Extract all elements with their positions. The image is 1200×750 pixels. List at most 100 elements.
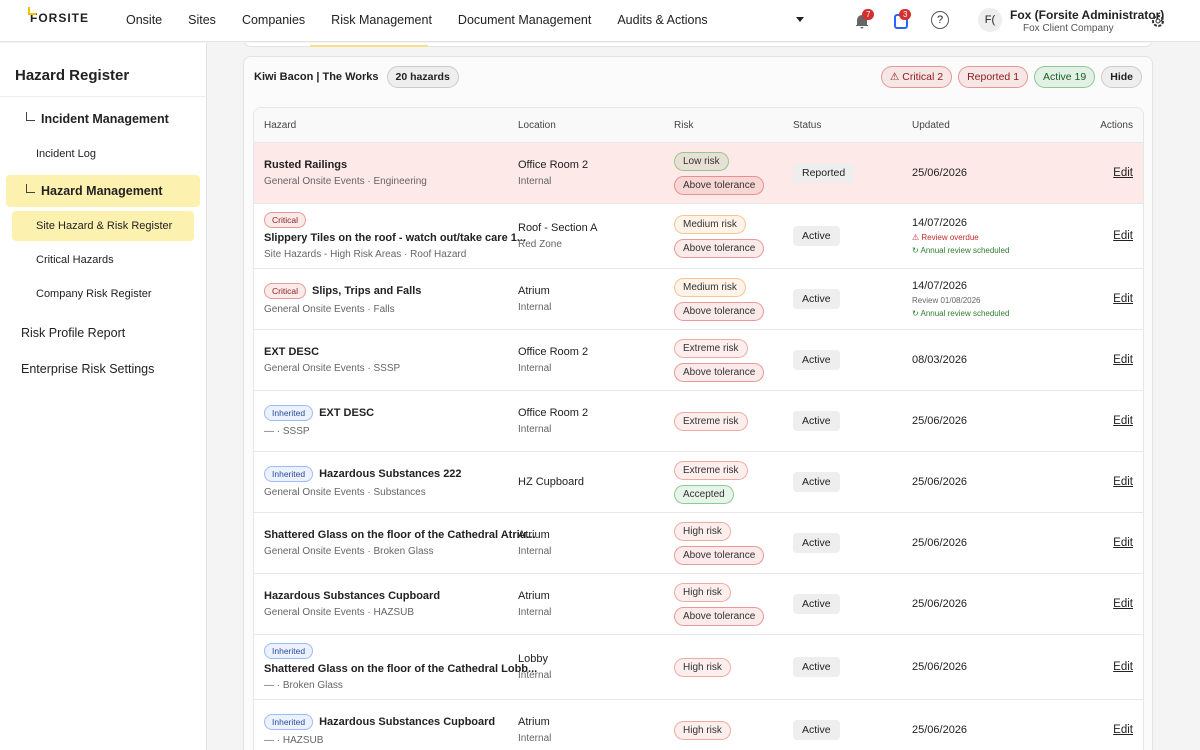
updated-date: 25/06/2026 [912, 661, 968, 673]
location: Office Room 2 [518, 159, 589, 171]
edit-link[interactable]: Edit [1113, 230, 1133, 242]
updated-cell: 25/06/2026 [912, 661, 1063, 673]
task-badge: 3 [899, 9, 912, 20]
dropdown-icon[interactable] [795, 16, 805, 24]
sidebar-link[interactable]: Risk Profile Report [21, 326, 126, 340]
hazard-name: EXT DESC [319, 407, 375, 419]
sidebar-item[interactable]: Site Hazard & Risk Register [12, 211, 194, 241]
hazard-title: Critical Slippery Tiles on the roof - wat… [264, 212, 526, 244]
sidebar-item[interactable]: Incident Log [36, 148, 96, 160]
updated-cell: 25/06/2026 [912, 167, 1063, 179]
risk-cell: Medium risk Above tolerance [674, 277, 793, 321]
risk-cell: High risk Above tolerance [674, 521, 793, 565]
location-cell: Office Room 2 Internal [518, 407, 674, 435]
logo[interactable]: FORSITE [27, 7, 90, 25]
edit-link[interactable]: Edit [1113, 354, 1133, 366]
hide-button[interactable]: Hide [1101, 66, 1142, 88]
hazard-row: Critical Slippery Tiles on the roof - wat… [254, 204, 1143, 269]
edit-link[interactable]: Edit [1113, 167, 1133, 179]
status-pill: Active [793, 350, 840, 370]
hazard-title: Rusted Railings [264, 159, 518, 171]
hazard-title: Shattered Glass on the floor of the Cath… [264, 529, 536, 541]
edit-link[interactable]: Edit [1113, 537, 1133, 549]
avatar[interactable]: F( [978, 8, 1002, 32]
hazard-name: Shattered Glass on the floor of the Cath… [264, 663, 538, 675]
edit-link[interactable]: Edit [1113, 598, 1133, 610]
site-name: Kiwi Bacon | The Works [254, 71, 379, 83]
risk-pill: Above tolerance [674, 362, 765, 382]
sidebar-link[interactable]: Enterprise Risk Settings [21, 362, 155, 376]
hazard-category: General Onsite Events · SSSP [264, 363, 401, 374]
hazard-tag: Critical [264, 283, 306, 299]
updated-date: 14/07/2026 [912, 280, 968, 292]
location: Lobby [518, 653, 548, 665]
risk-pill: High risk [674, 657, 731, 677]
risk-cell: Medium risk Above tolerance [674, 214, 793, 258]
hazard-row: Rusted Railings General Onsite Events · E… [254, 143, 1143, 204]
hazard-row: Critical Slips, Trips and Falls General On… [254, 269, 1143, 330]
location-zone: Internal [518, 363, 552, 374]
sidebar-item[interactable]: Company Risk Register [36, 288, 152, 300]
hazard-row: Shattered Glass on the floor of the Cath… [254, 513, 1143, 574]
notification-badge: 7 [862, 9, 875, 20]
risk-cell: Low risk Above tolerance [674, 151, 793, 195]
summary-chip[interactable]: Active 19 [1034, 66, 1096, 88]
status-pill: Active [793, 720, 840, 740]
hazard-name: Shattered Glass on the floor of the Cath… [264, 529, 536, 541]
summary-chip[interactable]: Reported 1 [958, 66, 1029, 88]
risk-pill: Above tolerance [674, 606, 765, 626]
updated-date: 25/06/2026 [912, 167, 968, 179]
edit-link[interactable]: Edit [1113, 661, 1133, 673]
hazard-name: Slippery Tiles on the roof - watch out/t… [264, 232, 527, 244]
location-cell: Atrium Internal [518, 285, 674, 313]
risk-pill: High risk [674, 720, 731, 740]
updated-date: 25/06/2026 [912, 476, 968, 488]
hazard-row: Hazardous Substances Cupboard General Ons… [254, 574, 1143, 635]
hazard-category: General Onsite Events · HAZSUB [264, 607, 415, 618]
hazard-count: 20 hazards [386, 66, 459, 88]
edit-link[interactable]: Edit [1113, 476, 1133, 488]
updated-cell: 25/06/2026 [912, 537, 1063, 549]
hazard-title: EXT DESC [264, 346, 518, 358]
hazard-category: General Onsite Events · Substances [264, 487, 426, 498]
sidebar-group[interactable]: Hazard Management [6, 175, 200, 207]
risk-pill: Medium risk [674, 214, 746, 234]
hazard-cell: Critical Slippery Tiles on the roof - wat… [264, 212, 526, 260]
status-pill: Active [793, 594, 840, 614]
nav-item[interactable]: Risk Management [331, 13, 432, 27]
updated-date: 25/06/2026 [912, 724, 968, 736]
nav-item[interactable]: Document Management [457, 13, 592, 27]
edit-link[interactable]: Edit [1113, 293, 1133, 305]
nav-item[interactable]: Companies [241, 13, 306, 27]
nav-item[interactable]: Onsite [126, 13, 163, 27]
summary-chips: ⚠ Critical 2 Reported 1 Active 19 Hide [880, 66, 1142, 88]
risk-pill: Accepted [674, 484, 734, 504]
summary-chip[interactable]: ⚠ Critical 2 [880, 66, 953, 88]
sidebar-group[interactable]: Incident Management [6, 103, 200, 135]
nav-item[interactable]: Audits & Actions [617, 13, 708, 27]
settings-icon[interactable] [1150, 13, 1166, 29]
hazard-tag: Critical [264, 212, 306, 228]
location-zone: Internal [518, 733, 552, 744]
edit-link[interactable]: Edit [1113, 724, 1133, 736]
column-header: Hazard [264, 119, 297, 131]
hazard-name: EXT DESC [264, 346, 320, 358]
help-icon[interactable]: ? [931, 11, 949, 29]
nav-item[interactable]: Sites [188, 13, 216, 27]
updated-cell: 25/06/2026 [912, 415, 1063, 427]
hazard-tag: Inherited [264, 405, 314, 421]
location-zone: Internal [518, 607, 552, 618]
edit-link[interactable]: Edit [1113, 415, 1133, 427]
risk-cell: Extreme risk Above tolerance [674, 338, 793, 382]
sidebar-item[interactable]: Critical Hazards [36, 254, 114, 266]
hazard-category: — · HAZSUB [264, 735, 324, 746]
risk-pill: Above tolerance [674, 175, 765, 195]
column-header: Risk [674, 119, 694, 131]
location: Office Room 2 [518, 346, 589, 358]
column-header: Actions [1100, 119, 1133, 131]
hazard-cell: Critical Slips, Trips and Falls General On… [264, 283, 518, 315]
status-pill: Active [793, 657, 840, 677]
updated-date: 14/07/2026 [912, 217, 968, 229]
status-pill: Active [793, 226, 840, 246]
